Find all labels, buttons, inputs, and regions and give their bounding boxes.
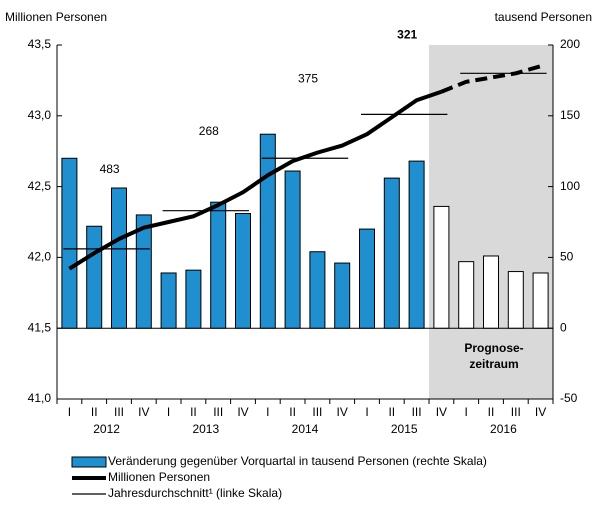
forecast-label: zeitraum <box>469 357 518 371</box>
bar <box>434 206 449 328</box>
annual-change-label: 268 <box>199 124 219 138</box>
bar <box>87 226 102 328</box>
year-label: 2014 <box>292 422 319 436</box>
x-tick-label: II <box>488 405 495 419</box>
annual-change-label: 321 <box>397 28 417 42</box>
x-tick-label: I <box>365 405 368 419</box>
x-tick-label: III <box>213 405 223 419</box>
legend-label: Veränderung gegenüber Vorquartal in taus… <box>108 454 487 468</box>
bar <box>335 263 350 328</box>
bar <box>260 134 275 328</box>
x-tick-label: III <box>312 405 322 419</box>
bar <box>62 158 77 328</box>
bar <box>285 171 300 328</box>
bar <box>211 202 226 328</box>
x-tick-label: I <box>167 405 170 419</box>
y-tick-label: 41,0 <box>28 391 52 405</box>
x-tick-label: IV <box>337 405 348 419</box>
y2-tick-label: -50 <box>560 391 578 405</box>
bar <box>508 272 523 329</box>
bar <box>161 273 176 328</box>
year-label: 2015 <box>391 422 418 436</box>
bar <box>484 256 499 328</box>
x-tick-label: IV <box>237 405 248 419</box>
y-tick-label: 43,0 <box>28 108 52 122</box>
y-axis-label: Millionen Personen <box>5 10 107 24</box>
x-tick-label: II <box>289 405 296 419</box>
x-tick-label: III <box>511 405 521 419</box>
y-tick-label: 43,5 <box>28 37 52 51</box>
y2-tick-label: 200 <box>560 37 580 51</box>
x-tick-label: II <box>190 405 197 419</box>
y-tick-label: 42,5 <box>28 179 52 193</box>
year-label: 2016 <box>490 422 517 436</box>
x-tick-label: I <box>68 405 71 419</box>
legend-label: Jahresdurchschnitt¹ (linke Skala) <box>108 486 282 500</box>
legend-label: Millionen Personen <box>108 470 210 484</box>
x-tick-label: I <box>465 405 468 419</box>
x-tick-label: IV <box>535 405 546 419</box>
bar <box>236 214 251 329</box>
x-tick-label: III <box>114 405 124 419</box>
y2-tick-label: 150 <box>560 108 580 122</box>
year-label: 2012 <box>93 422 120 436</box>
y-tick-label: 41,5 <box>28 320 52 334</box>
y2-tick-label: 0 <box>560 320 567 334</box>
x-tick-label: II <box>388 405 395 419</box>
y2-axis-label: tausend Personen <box>495 10 592 24</box>
legend-swatch <box>72 457 106 467</box>
x-tick-label: III <box>412 405 422 419</box>
y2-tick-label: 100 <box>560 179 580 193</box>
bar <box>186 270 201 328</box>
bar <box>533 273 548 328</box>
x-tick-label: IV <box>436 405 447 419</box>
y-tick-label: 42,0 <box>28 250 52 264</box>
x-tick-label: II <box>91 405 98 419</box>
annual-change-label: 483 <box>100 162 120 176</box>
year-label: 2013 <box>192 422 219 436</box>
x-tick-label: I <box>266 405 269 419</box>
forecast-label: Prognose- <box>464 341 523 355</box>
bar <box>360 229 375 328</box>
y2-tick-label: 50 <box>560 250 574 264</box>
x-tick-label: IV <box>138 405 149 419</box>
bar <box>409 161 424 328</box>
annual-change-label: 375 <box>298 71 318 85</box>
bar <box>459 262 474 329</box>
bar <box>384 178 399 328</box>
bar <box>112 188 127 328</box>
bar <box>310 252 325 328</box>
